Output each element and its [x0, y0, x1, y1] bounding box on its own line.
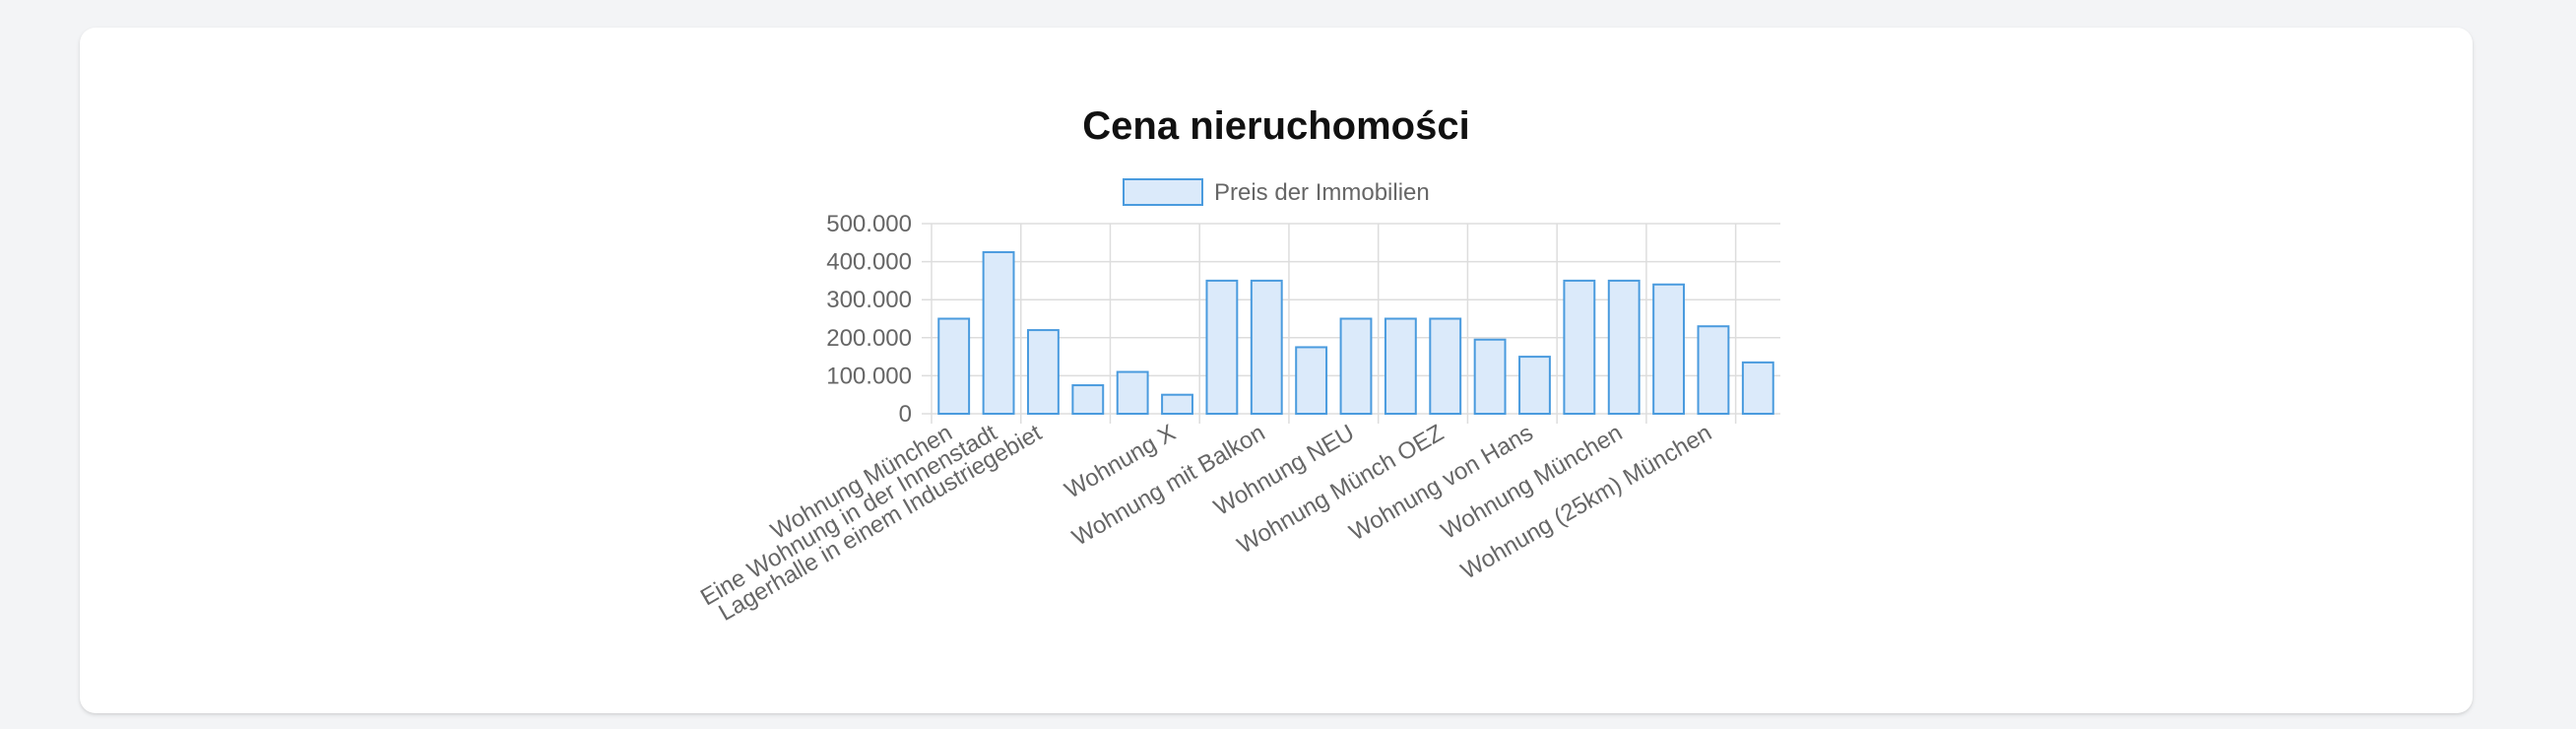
bar[interactable] [937, 317, 971, 415]
bar[interactable] [1161, 393, 1193, 416]
y-tick-label: 100.000 [826, 363, 912, 389]
bar[interactable] [1652, 283, 1686, 416]
bar[interactable] [1473, 338, 1507, 416]
y-tick-label: 400.000 [826, 249, 912, 276]
page-title: Cena nieruchomości [1082, 104, 1470, 148]
x-tick-label: Lagerhalle in einem Industriegebiet [714, 420, 1046, 627]
y-axis: 0 100.000 200.000 300.000 400.000 500.000 [826, 211, 912, 428]
bar-chart: 0 100.000 200.000 300.000 400.000 500.000 Woh… [696, 178, 1780, 627]
y-tick-label: 200.000 [826, 325, 912, 352]
x-tick-label: Eine Wohnung in der Innenstadt [696, 420, 1001, 612]
bar[interactable] [1250, 279, 1283, 415]
bar[interactable] [1295, 346, 1328, 416]
y-tick-label: 300.000 [826, 287, 912, 313]
bar[interactable] [1384, 317, 1417, 415]
chart-legend[interactable]: Preis der Immobilien [1123, 178, 1430, 206]
bar[interactable] [1071, 384, 1105, 415]
bar[interactable] [1741, 361, 1774, 416]
chart-bars [937, 250, 1774, 416]
bar[interactable] [1026, 329, 1060, 415]
chart-card: Cena nieruchomości 0 100.000 200.000 300.00… [80, 28, 2473, 713]
bar[interactable] [1339, 317, 1373, 415]
bar[interactable] [1563, 279, 1596, 415]
bar[interactable] [1429, 317, 1462, 415]
y-tick-label: 0 [899, 401, 912, 428]
bar[interactable] [1607, 279, 1641, 415]
bar[interactable] [982, 250, 1015, 415]
legend-label: Preis der Immobilien [1214, 179, 1430, 206]
legend-swatch [1123, 178, 1203, 206]
bar[interactable] [1518, 356, 1551, 416]
bar[interactable] [1116, 370, 1149, 416]
y-tick-label: 500.000 [826, 211, 912, 237]
bar[interactable] [1205, 279, 1239, 415]
bar[interactable] [1697, 325, 1730, 415]
